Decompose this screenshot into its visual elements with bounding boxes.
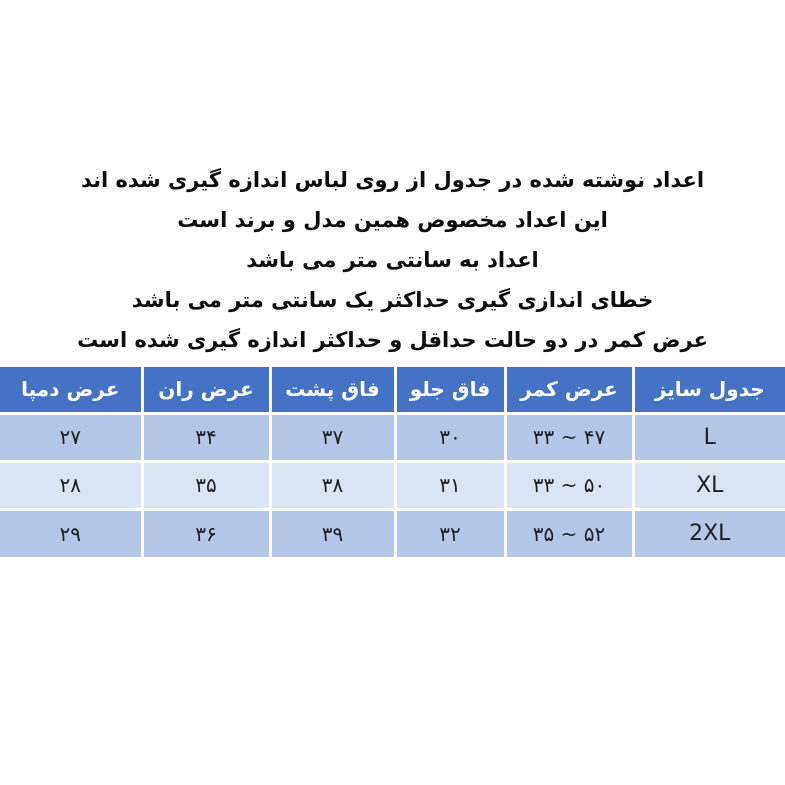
cell-back-rise: ۳۷: [268, 411, 397, 463]
note-line-2: این اعداد مخصوص همین مدل و برند است: [177, 208, 608, 232]
cell-thigh-width: ۳۶: [140, 507, 272, 559]
cell-front-rise: ۳۱: [393, 459, 507, 511]
note-line-3: اعداد به سانتی متر می باشد: [246, 248, 539, 272]
cell-back-rise: ۳۹: [268, 507, 397, 559]
col-header-waist-width: عرض کمر: [503, 365, 635, 415]
note-line-4: خطای اندازی گیری حداکثر یک سانتی متر می …: [131, 288, 654, 312]
col-header-size: جدول سایز: [631, 365, 785, 415]
cell-leg-opening: ۲۸: [0, 459, 144, 511]
size-chart-table: جدول سایز عرض کمر فاق جلو فاق پشت عرض را…: [0, 365, 785, 559]
cell-size: 2XL: [631, 507, 785, 559]
cell-front-rise: ۳۲: [393, 507, 507, 559]
cell-waist-width: ۳۳ ~ ۴۷: [503, 411, 635, 463]
cell-front-rise: ۳۰: [393, 411, 507, 463]
cell-waist-width: ۳۳ ~ ۵۰: [503, 459, 635, 511]
cell-thigh-width: ۳۵: [140, 459, 272, 511]
cell-thigh-width: ۳۴: [140, 411, 272, 463]
col-header-leg-opening: عرض دمپا: [0, 365, 144, 415]
header-row: جدول سایز عرض کمر فاق جلو فاق پشت عرض را…: [0, 365, 785, 415]
cell-leg-opening: ۲۹: [0, 507, 144, 559]
measurement-notes: اعداد نوشته شده در جدول از روی لباس اندا…: [0, 0, 785, 360]
cell-size: XL: [631, 459, 785, 511]
cell-back-rise: ۳۸: [268, 459, 397, 511]
table-row-2xl: 2XL ۳۵ ~ ۵۲ ۳۲ ۳۹ ۳۶ ۲۹: [0, 507, 785, 559]
col-header-back-rise: فاق پشت: [268, 365, 397, 415]
col-header-thigh-width: عرض ران: [140, 365, 272, 415]
cell-size: L: [631, 411, 785, 463]
cell-leg-opening: ۲۷: [0, 411, 144, 463]
col-header-front-rise: فاق جلو: [393, 365, 507, 415]
cell-waist-width: ۳۵ ~ ۵۲: [503, 507, 635, 559]
table-row-l: L ۳۳ ~ ۴۷ ۳۰ ۳۷ ۳۴ ۲۷: [0, 411, 785, 463]
note-line-5: عرض کمر در دو حالت حداقل و حداکثر اندازه…: [77, 328, 708, 352]
note-line-1: اعداد نوشته شده در جدول از روی لباس اندا…: [80, 168, 705, 192]
table-row-xl: XL ۳۳ ~ ۵۰ ۳۱ ۳۸ ۳۵ ۲۸: [0, 459, 785, 511]
